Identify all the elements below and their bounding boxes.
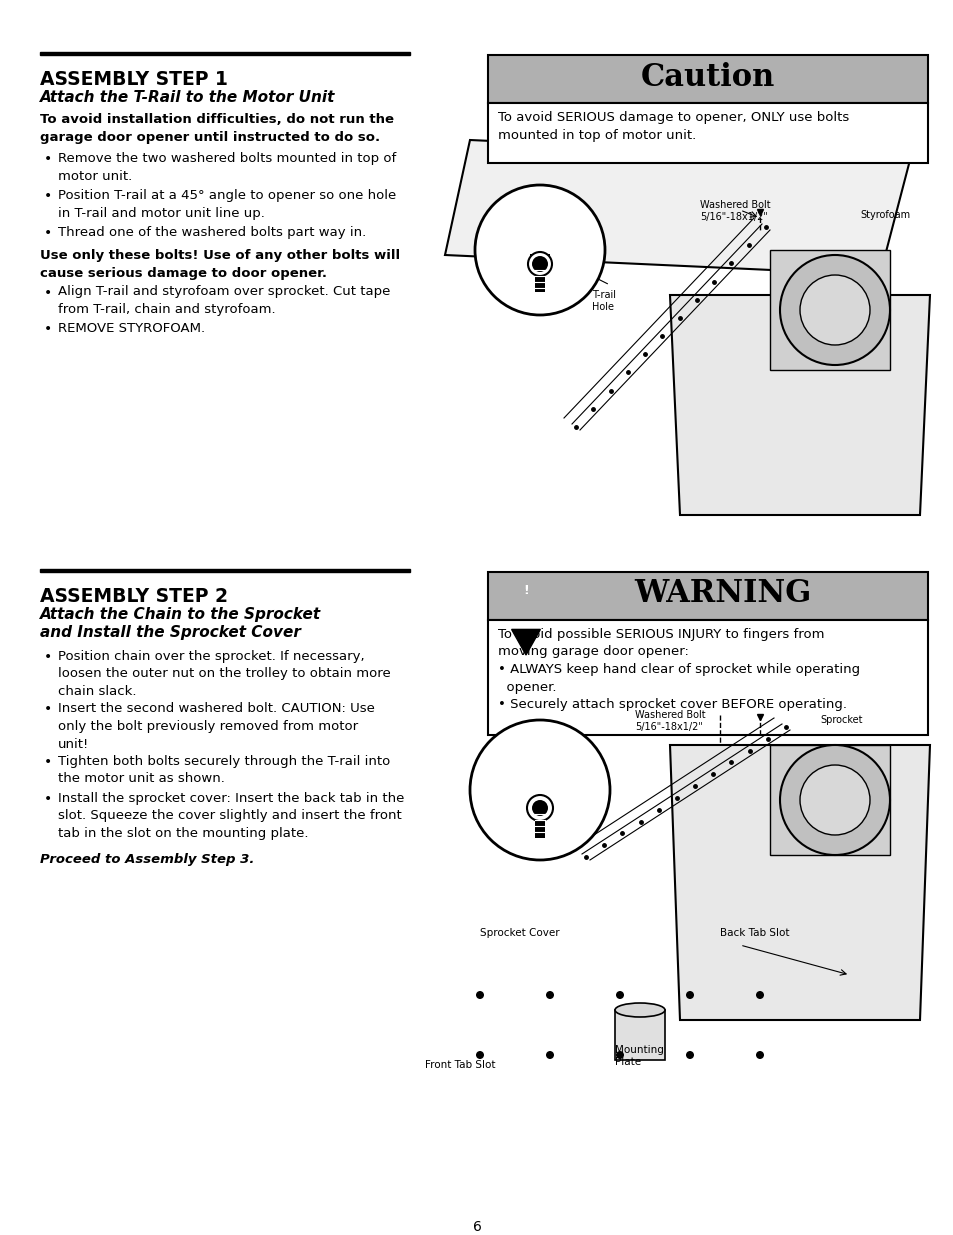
Circle shape (470, 720, 609, 860)
Circle shape (616, 990, 623, 999)
Bar (530, 254, 550, 262)
Circle shape (545, 990, 554, 999)
Text: Mounting
Plate: Mounting Plate (615, 1045, 663, 1067)
Bar (769, 745, 889, 855)
Text: •: • (44, 792, 52, 806)
Circle shape (476, 990, 483, 999)
Circle shape (475, 185, 604, 315)
Circle shape (545, 1051, 554, 1058)
Text: Washered Bolt
5/16"-18x1/2": Washered Bolt 5/16"-18x1/2" (635, 710, 705, 732)
Bar (615, 1010, 664, 1060)
Text: To avoid SERIOUS damage to opener, ONLY use bolts
mounted in top of motor unit.: To avoid SERIOUS damage to opener, ONLY … (497, 111, 848, 142)
Circle shape (476, 1051, 483, 1058)
Circle shape (755, 1051, 763, 1058)
Bar (40, 568, 410, 572)
Text: USE ONLY THIS
TYPE AND SIZE
BOLT: USE ONLY THIS TYPE AND SIZE BOLT (498, 199, 580, 235)
Text: •: • (44, 322, 52, 336)
Text: REMOVE STYROFOAM.: REMOVE STYROFOAM. (58, 322, 205, 336)
Text: ASSEMBLY STEP 2: ASSEMBLY STEP 2 (40, 587, 228, 606)
Text: Attach the Chain to the Sprocket: Attach the Chain to the Sprocket (40, 606, 321, 622)
Text: and Install the Sprocket Cover: and Install the Sprocket Cover (40, 625, 300, 640)
Text: Insert the second washered bolt. CAUTION: Use
only the bolt previously removed f: Insert the second washered bolt. CAUTION… (58, 703, 375, 751)
Text: •: • (44, 703, 52, 716)
Text: ASSEMBLY STEP 1: ASSEMBLY STEP 1 (40, 70, 228, 89)
Polygon shape (669, 745, 929, 1020)
Bar (488, 572, 927, 620)
Bar (488, 620, 927, 735)
Text: Washered Bolt
5/16"-18x1/2": Washered Bolt 5/16"-18x1/2" (700, 200, 770, 222)
Circle shape (780, 254, 889, 366)
Text: Sprocket Cover: Sprocket Cover (479, 927, 559, 939)
Text: To avoid possible SERIOUS INJURY to fingers from
moving garage door opener:
• AL: To avoid possible SERIOUS INJURY to fing… (497, 629, 860, 711)
Text: Align T-rail and styrofoam over sprocket. Cut tape
from T-rail, chain and styrof: Align T-rail and styrofoam over sprocket… (58, 285, 390, 316)
Text: !: ! (522, 583, 528, 597)
Text: •: • (44, 226, 52, 240)
Text: Position T-rail at a 45° angle to opener so one hole
in T-rail and motor unit li: Position T-rail at a 45° angle to opener… (58, 189, 395, 220)
Circle shape (800, 764, 869, 835)
Circle shape (616, 1051, 623, 1058)
Circle shape (532, 800, 547, 816)
Text: •: • (44, 285, 52, 300)
Bar (488, 103, 927, 163)
Circle shape (526, 795, 553, 821)
Text: Thread one of the washered bolts part way in.: Thread one of the washered bolts part wa… (58, 226, 366, 240)
Ellipse shape (615, 1003, 664, 1016)
Polygon shape (511, 630, 539, 655)
Circle shape (800, 275, 869, 345)
Text: Position chain over the sprocket. If necessary,
loosen the outer nut on the trol: Position chain over the sprocket. If nec… (58, 650, 391, 698)
Text: •: • (44, 152, 52, 165)
Circle shape (532, 256, 547, 272)
Text: Caution: Caution (640, 62, 775, 93)
Text: Tighten both bolts securely through the T-rail into
the motor unit as shown.: Tighten both bolts securely through the … (58, 755, 390, 785)
Text: Styrofoam: Styrofoam (859, 210, 909, 220)
Bar (40, 52, 410, 56)
Text: Use only these bolts! Use of any other bolts will
cause serious damage to door o: Use only these bolts! Use of any other b… (40, 248, 399, 279)
Circle shape (685, 1051, 693, 1058)
Bar (488, 56, 927, 103)
Text: Attach the T-Rail to the Motor Unit: Attach the T-Rail to the Motor Unit (40, 90, 335, 105)
Text: 6: 6 (472, 1220, 481, 1234)
Bar (769, 249, 889, 370)
Text: Sprocket: Sprocket (820, 715, 862, 725)
Text: Install the sprocket cover: Insert the back tab in the
slot. Squeeze the cover s: Install the sprocket cover: Insert the b… (58, 792, 404, 840)
Text: Remove the two washered bolts mounted in top of
motor unit.: Remove the two washered bolts mounted in… (58, 152, 395, 183)
Text: •: • (44, 189, 52, 203)
Polygon shape (669, 295, 929, 515)
Polygon shape (444, 140, 909, 275)
Circle shape (685, 990, 693, 999)
Text: Proceed to Assembly Step 3.: Proceed to Assembly Step 3. (40, 852, 254, 866)
Text: •: • (44, 650, 52, 664)
Circle shape (755, 990, 763, 999)
Text: Front Tab Slot: Front Tab Slot (424, 1060, 495, 1070)
Bar (535, 262, 544, 291)
Circle shape (780, 745, 889, 855)
Bar (535, 806, 544, 839)
Circle shape (527, 252, 552, 275)
Text: WARNING: WARNING (634, 578, 811, 610)
Text: T-rail
Hole: T-rail Hole (592, 290, 616, 312)
Text: Back Tab Slot: Back Tab Slot (720, 927, 789, 939)
Text: •: • (44, 755, 52, 769)
Text: To avoid installation difficulties, do not run the
garage door opener until inst: To avoid installation difficulties, do n… (40, 112, 394, 144)
Bar (530, 798, 550, 806)
Text: USE ONLY THIS
TYPE AND SIZE
BOLT: USE ONLY THIS TYPE AND SIZE BOLT (498, 734, 580, 769)
